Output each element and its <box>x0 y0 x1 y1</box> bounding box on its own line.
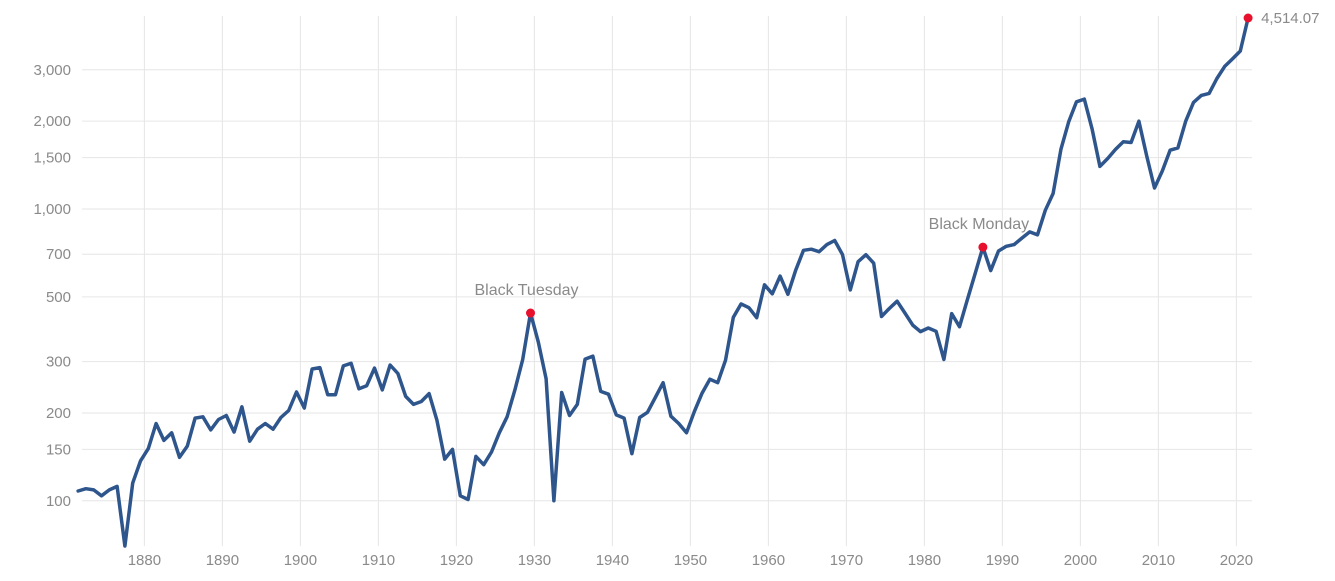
y-tick-label: 500 <box>46 289 71 306</box>
y-tick-label: 1,500 <box>33 150 71 167</box>
annotation-label: Black Monday <box>929 216 1030 233</box>
y-tick-label: 200 <box>46 405 71 422</box>
x-tick-label: 1980 <box>908 552 941 569</box>
y-tick-label: 3,000 <box>33 62 71 79</box>
end-point-label: 4,514.07 <box>1261 10 1319 27</box>
y-tick-label: 2,000 <box>33 113 71 130</box>
x-tick-label: 2020 <box>1220 552 1253 569</box>
x-tick-label: 1880 <box>128 552 161 569</box>
series-group <box>76 16 1250 548</box>
y-tick-label: 700 <box>46 246 71 263</box>
x-tick-label: 1910 <box>362 552 395 569</box>
x-tick-label: 1920 <box>440 552 473 569</box>
annotation-label: Black Tuesday <box>474 282 578 299</box>
y-tick-label: 100 <box>46 493 71 510</box>
x-tick-label: 1950 <box>674 552 707 569</box>
x-tick-label: 1900 <box>284 552 317 569</box>
x-tick-label: 1990 <box>986 552 1019 569</box>
x-tick-label: 1890 <box>206 552 239 569</box>
y-tick-label: 1,000 <box>33 201 71 218</box>
y-tick-label: 300 <box>46 354 71 371</box>
y-tick-label: 150 <box>46 441 71 458</box>
annotation-marker <box>978 242 988 252</box>
x-tick-label: 2000 <box>1064 552 1097 569</box>
y-axis: 100 150 200 300 500 700 1,000 1,500 2,000 3,000 <box>33 62 71 510</box>
x-axis: 1880 1890 1900 1910 1920 1930 1940 1950 1960 1970… <box>128 552 1253 569</box>
vertical-gridlines <box>143 16 1237 546</box>
markers-group: Black Tuesday Black Monday 4,514.07 <box>474 10 1319 318</box>
series-line <box>76 16 1250 548</box>
end-point-marker <box>1243 13 1253 23</box>
x-tick-label: 2010 <box>1142 552 1175 569</box>
x-tick-label: 1930 <box>518 552 551 569</box>
x-tick-label: 1970 <box>830 552 863 569</box>
horizontal-gridlines <box>82 69 1252 502</box>
x-tick-label: 1940 <box>596 552 629 569</box>
annotation-marker <box>526 308 535 318</box>
x-tick-label: 1960 <box>752 552 785 569</box>
